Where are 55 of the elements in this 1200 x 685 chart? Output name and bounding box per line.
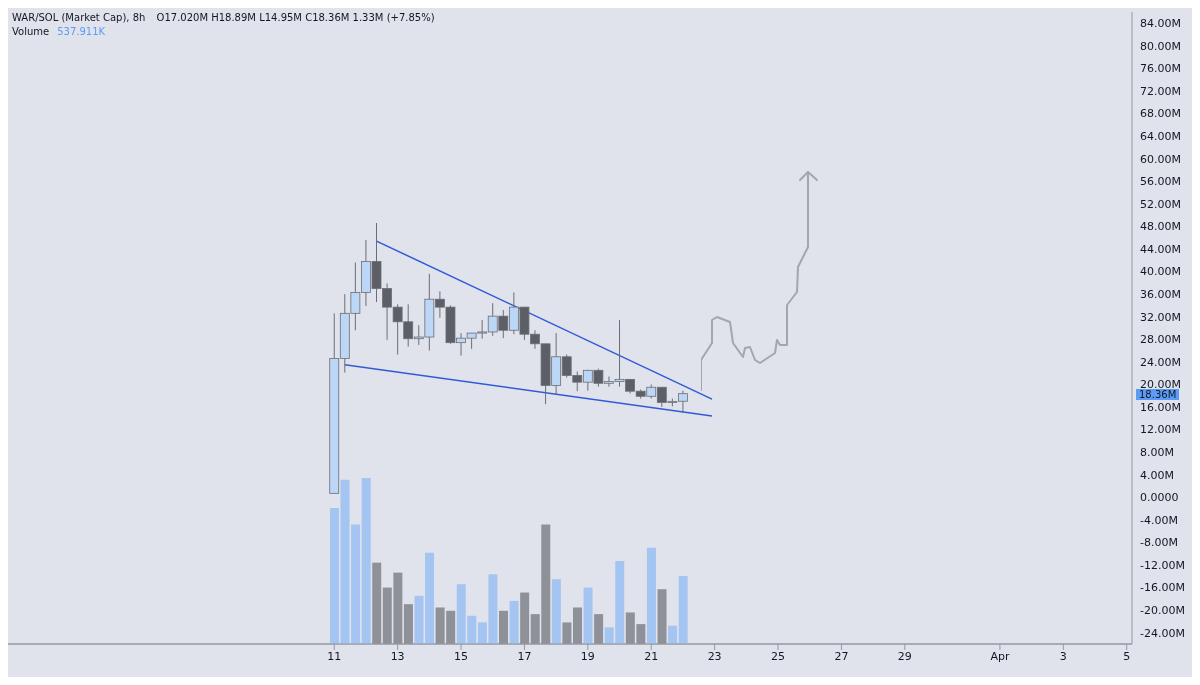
bar: [509, 600, 519, 644]
x-tick-label: 23: [707, 649, 722, 663]
x-tick-label: 27: [834, 649, 849, 663]
x-tick-label: 29: [897, 649, 912, 663]
y-tick-label: 44.00M: [1140, 242, 1181, 256]
x-tick-label: 17: [517, 649, 532, 663]
bar: [551, 579, 561, 644]
y-tick-label: 60.00M: [1140, 152, 1181, 166]
y-tick-label: 40.00M: [1140, 265, 1181, 279]
bar: [425, 552, 435, 644]
chart-title: WAR/SOL (Market Cap), 8h: [12, 12, 146, 23]
y-tick-label: 64.00M: [1140, 130, 1181, 144]
y-tick-label: 28.00M: [1140, 333, 1181, 347]
y-tick-label: 24.00M: [1140, 355, 1181, 369]
y-tick-label: 4.00M: [1140, 468, 1174, 482]
y-tick-label: 68.00M: [1140, 107, 1181, 121]
y-tick-label: 8.00M: [1140, 446, 1174, 460]
text: 18.36M: [1136, 389, 1180, 401]
y-tick-label: -16.00M: [1140, 581, 1185, 595]
y-tick-label: 80.00M: [1140, 39, 1181, 53]
bar: [583, 587, 593, 644]
bar: [678, 575, 688, 644]
y-tick-label: 84.00M: [1140, 17, 1181, 31]
chart-title: Volume: [12, 26, 50, 37]
y-tick-label: 12.00M: [1140, 423, 1181, 437]
bar: [668, 625, 678, 644]
y-tick-label: 76.00M: [1140, 62, 1181, 76]
x-tick-label: Apr: [990, 649, 1010, 663]
y-tick-label: -20.00M: [1140, 604, 1185, 618]
bar: [361, 478, 371, 644]
y-tick-label: 16.00M: [1140, 400, 1181, 414]
x-tick-label: 11: [327, 649, 342, 663]
y-tick-label: 36.00M: [1140, 288, 1181, 302]
x-tick-label: 19: [580, 649, 595, 663]
bar: [329, 507, 339, 644]
y-tick-label: -12.00M: [1140, 558, 1185, 572]
x-tick-label: 25: [771, 649, 786, 663]
y-tick-label: 72.00M: [1140, 84, 1181, 98]
x-tick-label: 3: [1059, 649, 1067, 663]
annotation: 537.911K: [57, 26, 106, 37]
y-tick-label: 0.0000: [1140, 491, 1179, 505]
bar: [646, 547, 656, 644]
bar: [414, 595, 424, 644]
y-tick-label: -24.00M: [1140, 626, 1185, 640]
x-tick-label: 5: [1123, 649, 1131, 663]
x-tick-label: 15: [454, 649, 469, 663]
y-tick-label: -8.00M: [1140, 536, 1178, 550]
y-tick-label: 56.00M: [1140, 175, 1181, 189]
x-tick-label: 13: [390, 649, 405, 663]
y-tick-label: 32.00M: [1140, 310, 1181, 324]
y-tick-label: 48.00M: [1140, 220, 1181, 234]
y-tick-label: -4.00M: [1140, 513, 1178, 527]
y-tick-label: 52.00M: [1140, 197, 1181, 211]
chart-subtitle: O17.020M H18.89M L14.95M C18.36M 1.33M (+7.85%): [156, 12, 435, 23]
x-tick-label: 21: [644, 649, 659, 663]
